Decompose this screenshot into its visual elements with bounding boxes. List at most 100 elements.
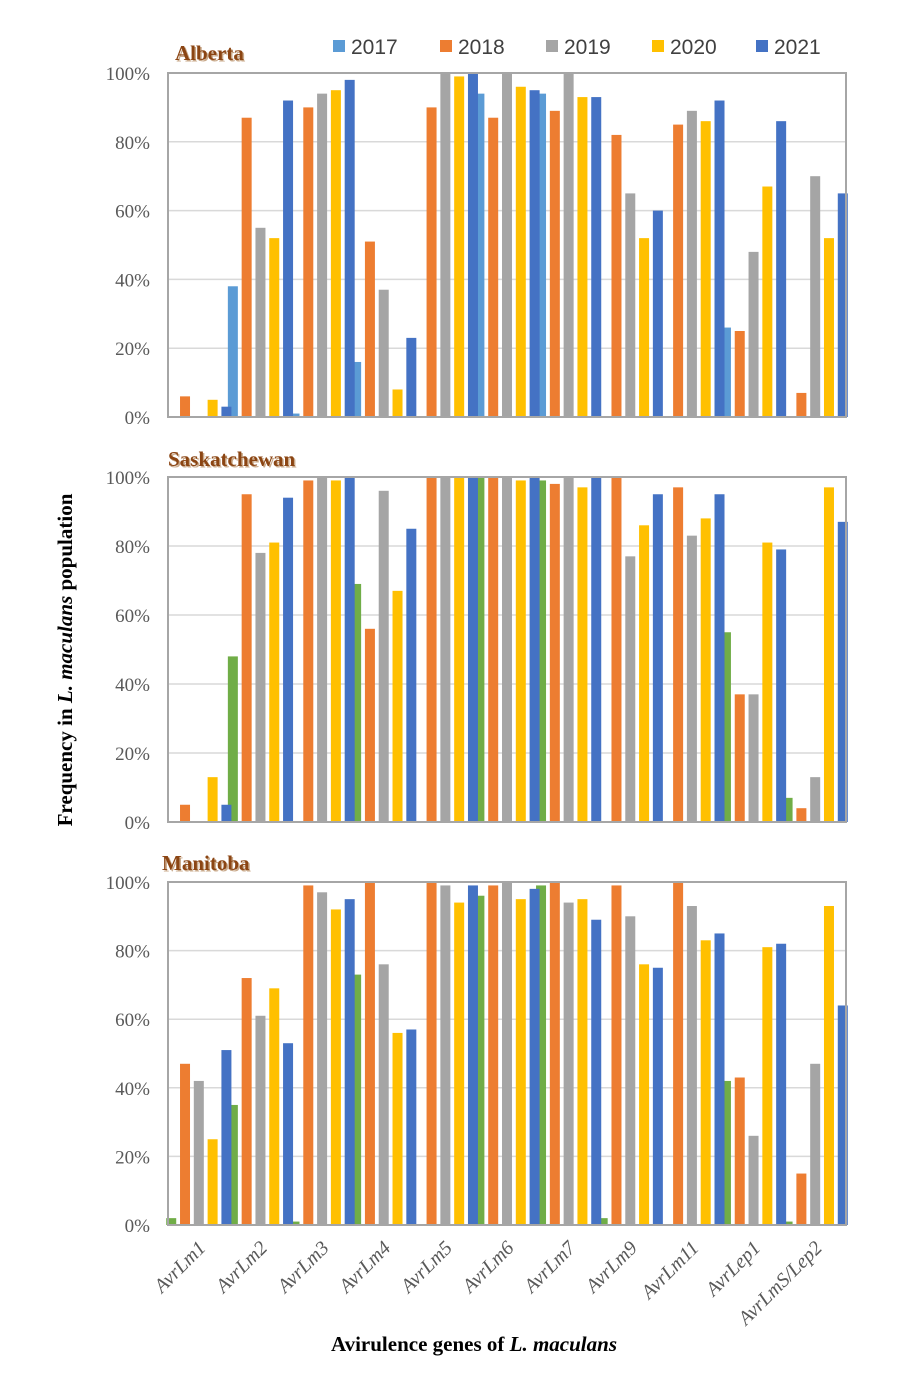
bar-manitoba-AvrLm3-2017 xyxy=(289,1221,300,1225)
plot-border xyxy=(167,476,847,823)
legend-swatch-2019 xyxy=(546,40,558,52)
y-tick-label: 40% xyxy=(115,1079,150,1100)
x-category-label: AvrLm1 xyxy=(149,1237,211,1299)
bar-alberta-AvrLm9-2019 xyxy=(625,193,636,417)
bar-alberta-AvrLep1-2020 xyxy=(762,186,773,417)
x-category-label: AvrLm6 xyxy=(457,1237,519,1299)
axis-title-part: L. maculans xyxy=(53,596,77,704)
bar-manitoba-AvrLm2-2017 xyxy=(227,1104,238,1225)
bar-saskatchewan-AvrLm7-2021 xyxy=(591,477,602,822)
bar-manitoba-AvrLm7-2021 xyxy=(591,919,602,1225)
x-category-label: AvrLm4 xyxy=(334,1237,396,1299)
bar-saskatchewan-AvrLmS-Lep2-2018 xyxy=(796,808,807,822)
bar-manitoba-AvrLm9-2019 xyxy=(625,916,636,1225)
bar-saskatchewan-AvrLep1-2020 xyxy=(762,542,773,822)
bar-alberta-AvrLm2-2020 xyxy=(269,238,280,417)
bar-manitoba-AvrLm5-2020 xyxy=(454,902,465,1225)
bar-saskatchewan-AvrLm6-2018 xyxy=(488,477,499,822)
y-tick-label: 80% xyxy=(115,133,150,154)
x-category-label: AvrLm2 xyxy=(210,1237,272,1299)
bar-saskatchewan-AvrLm5-2021 xyxy=(467,477,478,822)
bar-saskatchewan-AvrLm4-2021 xyxy=(406,528,417,822)
bar-alberta-AvrLm7-2019 xyxy=(563,73,574,417)
bar-manitoba-AvrLm1-2019 xyxy=(193,1080,204,1225)
bar-alberta-AvrLep1-2021 xyxy=(776,121,787,417)
bar-saskatchewan-AvrLm9-2021 xyxy=(652,494,663,822)
bar-saskatchewan-AvrLm4-2019 xyxy=(378,490,389,822)
bar-alberta-AvrLm4-2021 xyxy=(406,337,417,417)
bar-manitoba-AvrLm3-2018 xyxy=(303,885,314,1225)
bar-manitoba-AvrLm4-2019 xyxy=(378,964,389,1225)
plot-border xyxy=(167,881,847,1226)
bar-saskatchewan-AvrLmS-Lep2-2017 xyxy=(782,797,793,822)
bar-manitoba-AvrLm7-2017 xyxy=(536,885,547,1225)
legend: 2017 2018 2019 2020 2021 xyxy=(333,36,821,59)
bar-manitoba-AvrLm7-2020 xyxy=(577,899,588,1225)
bar-saskatchewan-AvrLmS-Lep2-2019 xyxy=(810,777,821,822)
legend-label-2019: 2019 xyxy=(564,36,611,59)
y-tick-label: 40% xyxy=(115,270,150,291)
x-category-label: AvrLm11 xyxy=(636,1237,704,1305)
y-tick-label: 0% xyxy=(125,813,151,834)
bar-alberta-AvrLm2-2017 xyxy=(227,286,238,417)
x-axis-title: Avirulence genes of L. maculans xyxy=(331,1332,617,1356)
bar-alberta-AvrLmS-Lep2-2020 xyxy=(823,238,834,417)
y-tick-label: 20% xyxy=(115,1147,150,1168)
bar-alberta-AvrLm3-2017 xyxy=(289,413,300,417)
legend-swatch-2021 xyxy=(756,40,768,52)
bar-saskatchewan-AvrLm4-2018 xyxy=(364,628,375,822)
bar-manitoba-AvrLep1-2019 xyxy=(748,1135,759,1225)
bar-alberta-AvrLm1-2021 xyxy=(221,406,232,417)
bar-alberta-AvrLm5-2021 xyxy=(467,73,478,417)
bar-saskatchewan-AvrLm1-2021 xyxy=(221,804,232,822)
bar-alberta-AvrLm1-2018 xyxy=(180,396,191,417)
y-tick-label: 60% xyxy=(115,606,150,627)
bar-saskatchewan-AvrLm9-2020 xyxy=(639,525,650,822)
bar-saskatchewan-AvrLm7-2018 xyxy=(549,483,560,822)
panel-title-shadow: Alberta xyxy=(177,43,246,67)
bar-alberta-AvrLm3-2020 xyxy=(330,90,341,417)
bar-alberta-AvrLm2-2018 xyxy=(241,117,252,417)
bar-alberta-AvrLm3-2019 xyxy=(317,93,328,417)
bar-alberta-AvrLm11-2020 xyxy=(700,121,711,417)
bar-alberta-AvrLmS-Lep2-2018 xyxy=(796,392,807,417)
bar-manitoba-AvrLm2-2021 xyxy=(283,1043,294,1225)
legend-swatch-2020 xyxy=(652,40,664,52)
bar-manitoba-AvrLm6-2020 xyxy=(515,899,526,1225)
bar-saskatchewan-AvrLm7-2019 xyxy=(563,477,574,822)
bar-alberta-AvrLm4-2020 xyxy=(392,389,403,417)
bar-saskatchewan-AvrLm11-2019 xyxy=(686,535,697,822)
bar-manitoba-AvrLm6-2018 xyxy=(488,885,499,1225)
bar-manitoba-AvrLm4-2020 xyxy=(392,1032,403,1225)
bar-manitoba-AvrLm4-2017 xyxy=(351,974,362,1225)
x-category-label: AvrLm7 xyxy=(518,1236,580,1298)
bar-manitoba-AvrLep1-2021 xyxy=(776,943,787,1225)
bar-manitoba-AvrLm9-2017 xyxy=(597,1218,608,1225)
bar-manitoba-AvrLm11-2018 xyxy=(673,882,684,1225)
bar-manitoba-AvrLm3-2020 xyxy=(330,909,341,1225)
bar-alberta-AvrLm3-2021 xyxy=(344,79,355,417)
y-tick-label: 100% xyxy=(106,468,151,489)
y-tick-label: 80% xyxy=(115,537,150,558)
bar-saskatchewan-AvrLm9-2019 xyxy=(625,556,636,822)
bar-manitoba-AvrLm7-2019 xyxy=(563,902,574,1225)
bar-manitoba-AvrLmS-Lep2-2019 xyxy=(810,1063,821,1225)
bar-manitoba-AvrLm1-2018 xyxy=(180,1063,191,1225)
axis-title-part: L. maculans xyxy=(509,1332,617,1356)
bar-alberta-AvrLm11-2019 xyxy=(686,110,697,417)
bar-saskatchewan-AvrLm1-2018 xyxy=(180,804,191,822)
bar-alberta-AvrLm4-2017 xyxy=(351,361,362,417)
bar-alberta-AvrLmS-Lep2-2019 xyxy=(810,176,821,417)
bar-saskatchewan-AvrLm5-2018 xyxy=(426,477,437,822)
bar-alberta-AvrLm1-2020 xyxy=(207,399,218,417)
bar-manitoba-AvrLm2-2019 xyxy=(255,1015,266,1225)
legend-swatch-2018 xyxy=(440,40,452,52)
axis-title-part: Frequency in xyxy=(53,703,77,826)
y-tick-label: 0% xyxy=(125,408,151,429)
bar-saskatchewan-AvrLm6-2020 xyxy=(515,480,526,822)
bar-manitoba-AvrLm1-2021 xyxy=(221,1050,232,1225)
y-tick-label: 100% xyxy=(106,873,151,894)
bar-alberta-AvrLm2-2021 xyxy=(283,100,294,418)
bar-alberta-AvrLm5-2020 xyxy=(454,76,465,417)
